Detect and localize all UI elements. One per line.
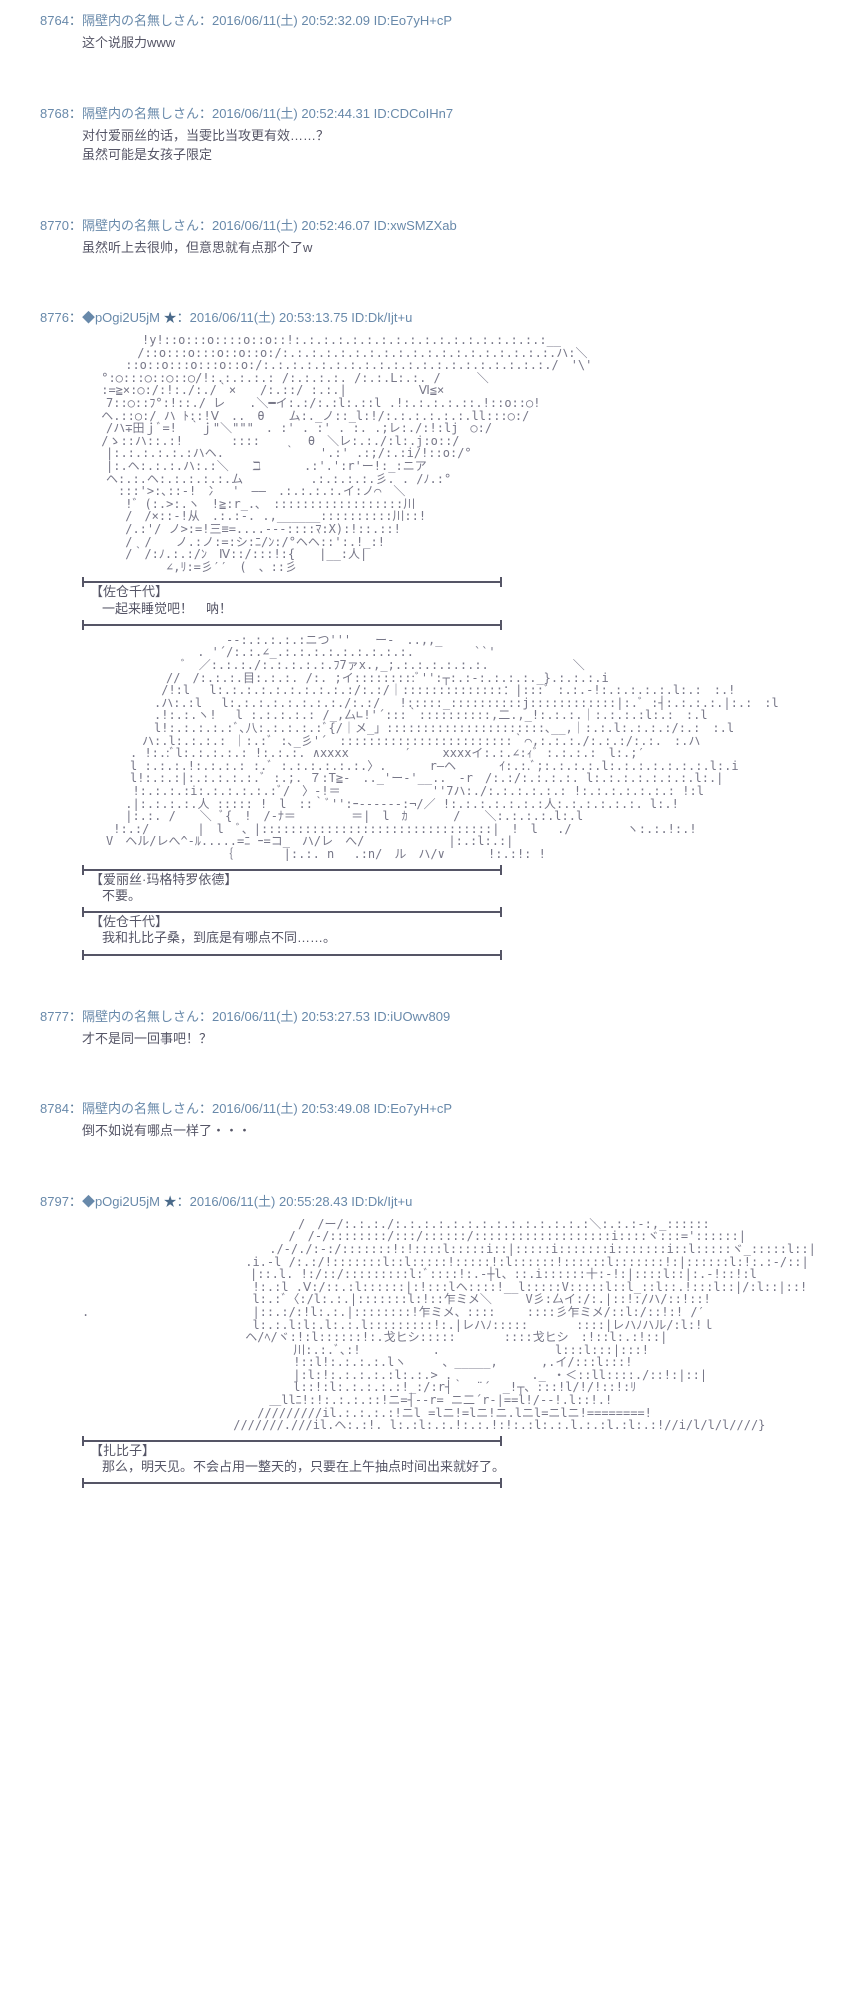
post-header: 8784：隔壁内の名無しさん：2016/06/11(土) 20:53:49.08…: [40, 1098, 820, 1117]
post-name: 隔壁内の名無しさん: [82, 13, 199, 28]
star-icon: ★: [164, 1194, 177, 1209]
post-body: 虽然听上去很帅，但意思就有点那个了w: [82, 238, 820, 258]
post-name: 隔壁内の名無しさん: [82, 218, 199, 233]
ascii-art: -‐:.:.:.:.:ニつ''' ー- ..,,_ . '´/:.:.∠_.:.…: [82, 634, 820, 861]
post-body: 才不是同一回事吧！？: [82, 1029, 820, 1049]
post: 8768：隔壁内の名無しさん：2016/06/11(土) 20:52:44.31…: [40, 103, 820, 165]
post: 8784：隔壁内の名無しさん：2016/06/11(土) 20:53:49.08…: [40, 1098, 820, 1141]
post-number: 8764: [40, 13, 69, 28]
post: 8777：隔壁内の名無しさん：2016/06/11(土) 20:53:27.53…: [40, 1006, 820, 1049]
post-number: 8770: [40, 218, 69, 233]
character-name: 【爱丽丝·玛格特罗依德】: [90, 873, 820, 887]
post-body: / /ー/:.:.:./:.:.:.:.:.:.:.:.:.:.:.:.:.:＼…: [82, 1218, 820, 1485]
post-id: ID:iUOwv809: [374, 1009, 451, 1024]
character-name: 【扎比子】: [90, 1444, 820, 1458]
post-name: 隔壁内の名無しさん: [82, 106, 199, 121]
post-tripcode: ◆pOgi2U5jM: [82, 310, 160, 325]
post-date: 2016/06/11(土) 20:52:32.09: [212, 13, 370, 28]
post-id: ID:CDCoIHn7: [374, 106, 453, 121]
character-name: 【佐仓千代】: [90, 585, 820, 599]
post-date: 2016/06/11(土) 20:52:46.07: [212, 218, 370, 233]
post-header: 8770：隔壁内の名無しさん：2016/06/11(土) 20:52:46.07…: [40, 215, 820, 234]
post-header: 8768：隔壁内の名無しさん：2016/06/11(土) 20:52:44.31…: [40, 103, 820, 122]
post-body: 倒不如说有哪点一样了・・・: [82, 1121, 820, 1141]
post-date: 2016/06/11(土) 20:53:13.75: [190, 310, 348, 325]
post-body: !y!::o:::o::::o::o::!:.:.:.:.:.:.:.:.:.:…: [82, 334, 820, 956]
post: 8764：隔壁内の名無しさん：2016/06/11(土) 20:52:32.09…: [40, 10, 820, 53]
dialogue-line: 不要。: [102, 889, 820, 903]
post-date: 2016/06/11(土) 20:53:27.53: [212, 1009, 370, 1024]
post-tripcode: ◆pOgi2U5jM: [82, 1194, 160, 1209]
post: 8770：隔壁内の名無しさん：2016/06/11(土) 20:52:46.07…: [40, 215, 820, 258]
divider: [82, 1482, 502, 1484]
post-number: 8777: [40, 1009, 69, 1024]
post-date: 2016/06/11(土) 20:52:44.31: [212, 106, 370, 121]
divider: [82, 624, 502, 626]
post-header: 8776：◆pOgi2U5jM ★：2016/06/11(土) 20:53:13…: [40, 307, 820, 326]
post-date: 2016/06/11(土) 20:53:49.08: [212, 1101, 370, 1116]
divider: [82, 869, 502, 871]
dialogue-line: 我和扎比子桑，到底是有哪点不同……。: [102, 931, 820, 945]
post: 8797：◆pOgi2U5jM ★：2016/06/11(土) 20:55:28…: [40, 1191, 820, 1485]
post-header: 8797：◆pOgi2U5jM ★：2016/06/11(土) 20:55:28…: [40, 1191, 820, 1210]
post-number: 8776: [40, 310, 69, 325]
post-id: ID:Eo7yH+cP: [374, 1101, 452, 1116]
ascii-art: !y!::o:::o::::o::o::!:.:.:.:.:.:.:.:.:.:…: [82, 334, 820, 573]
post-body: 这个说服力www: [82, 33, 820, 53]
post-number: 8797: [40, 1194, 69, 1209]
post-id: ID:Dk/Ijt+u: [351, 310, 412, 325]
divider: [82, 954, 502, 956]
dialogue-line: 一起来睡觉吧！ 呐！: [102, 602, 820, 616]
ascii-art: / /ー/:.:.:./:.:.:.:.:.:.:.:.:.:.:.:.:.:＼…: [82, 1218, 820, 1432]
dialogue-line: 那么，明天见。不会占用一整天的，只要在上午抽点时间出来就好了。: [102, 1460, 820, 1474]
divider: [82, 911, 502, 913]
post-id: ID:Eo7yH+cP: [374, 13, 452, 28]
post-header: 8764：隔壁内の名無しさん：2016/06/11(土) 20:52:32.09…: [40, 10, 820, 29]
post-id: ID:Dk/Ijt+u: [351, 1194, 412, 1209]
post-id: ID:xwSMZXab: [374, 218, 457, 233]
post-name: 隔壁内の名無しさん: [82, 1101, 199, 1116]
post-date: 2016/06/11(土) 20:55:28.43: [190, 1194, 348, 1209]
post-header: 8777：隔壁内の名無しさん：2016/06/11(土) 20:53:27.53…: [40, 1006, 820, 1025]
post-number: 8784: [40, 1101, 69, 1116]
divider: [82, 581, 502, 583]
post: 8776：◆pOgi2U5jM ★：2016/06/11(土) 20:53:13…: [40, 307, 820, 956]
post-name: 隔壁内の名無しさん: [82, 1009, 199, 1024]
star-icon: ★: [164, 310, 177, 325]
post-body: 对付爱丽丝的话，当雯比当攻更有效……？虽然可能是女孩子限定: [82, 126, 820, 165]
character-name: 【佐仓千代】: [90, 915, 820, 929]
post-number: 8768: [40, 106, 69, 121]
divider: [82, 1440, 502, 1442]
